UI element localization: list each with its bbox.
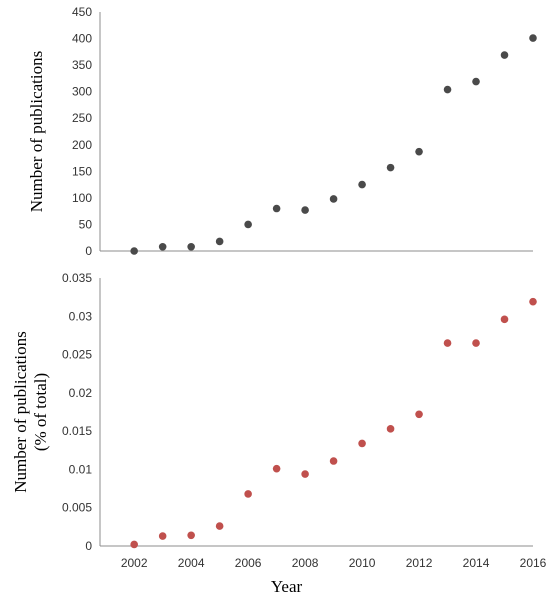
- top-data-point: [158, 242, 167, 251]
- top-data-point: [130, 247, 138, 255]
- bottom-scatter-chart: 0 0.005 0.01 0.015 0.02 0.025 0.03 0.035 2002 200…: [11, 271, 547, 596]
- top-data-point: [329, 195, 338, 203]
- bottom-y-axis-title: Number of publications(% of total): [11, 331, 50, 492]
- top-data-point: [244, 220, 252, 229]
- top-y-axis-title: Number of publications: [27, 51, 46, 212]
- bottom-x-tick-label: 2010: [349, 556, 376, 570]
- bottom-y-tick-label: 0.005: [62, 501, 92, 515]
- top-data-point: [443, 85, 452, 94]
- bottom-x-tick-label: 2004: [178, 556, 205, 570]
- bottom-x-tick-label: 2016: [520, 556, 547, 570]
- top-data-point: [301, 206, 309, 214]
- bottom-y-tick-label: 0.025: [62, 348, 92, 362]
- bottom-x-tick-label: 2006: [235, 556, 262, 570]
- bottom-data-point: [130, 540, 138, 549]
- bottom-x-tick-label: 2002: [121, 556, 148, 570]
- bottom-y-tick-label: 0.03: [69, 309, 93, 323]
- bottom-data-point: [158, 532, 167, 540]
- top-y-tick-label: 50: [79, 217, 93, 231]
- bottom-data-point: [358, 439, 366, 448]
- top-data-point: [472, 77, 480, 86]
- bottom-data-point: [301, 470, 309, 478]
- top-y-tick-label: 0: [85, 244, 92, 258]
- top-y-tick-label: 350: [72, 58, 92, 72]
- bottom-data-point: [500, 315, 509, 324]
- bottom-y-tick-label: 0.01: [69, 462, 93, 476]
- top-y-tick-label: 100: [72, 191, 92, 205]
- bottom-data-point: [415, 410, 423, 419]
- bottom-y-tick-label: 0: [85, 539, 92, 553]
- bottom-x-tick-label: 2014: [463, 556, 490, 570]
- bottom-data-point: [244, 490, 252, 498]
- top-data-point: [529, 34, 537, 42]
- top-data-point: [215, 237, 224, 246]
- bottom-x-axis-title: Year: [271, 577, 303, 596]
- top-scatter-chart: 0 50 100 150 200 250 300 350 400 450 Number of pub…: [27, 5, 537, 258]
- top-data-point: [500, 51, 509, 59]
- top-y-tick-label: 200: [72, 138, 92, 152]
- top-y-tick-label: 400: [72, 32, 92, 46]
- bottom-y-tick-label: 0.02: [69, 386, 93, 400]
- bottom-data-point: [329, 457, 338, 465]
- bottom-data-point: [443, 339, 452, 347]
- top-data-point: [358, 180, 366, 189]
- bottom-y-tick-label: 0.035: [62, 271, 92, 285]
- bottom-x-tick-label: 2008: [292, 556, 319, 570]
- top-data-point: [187, 242, 195, 251]
- bottom-data-point: [215, 522, 224, 530]
- top-y-tick-label: 450: [72, 5, 92, 19]
- bottom-y-tick-label: 0.015: [62, 424, 92, 438]
- top-y-tick-label: 300: [72, 85, 92, 99]
- bottom-data-point: [529, 297, 537, 306]
- top-y-tick-label: 150: [72, 164, 92, 178]
- bottom-data-point: [272, 464, 281, 473]
- top-data-point: [272, 204, 281, 213]
- top-data-point: [415, 147, 423, 156]
- bottom-data-point: [386, 425, 395, 433]
- bottom-x-tick-label: 2012: [406, 556, 433, 570]
- top-y-tick-label: 250: [72, 111, 92, 125]
- bottom-data-point: [187, 531, 195, 540]
- bottom-data-point: [472, 339, 480, 347]
- top-data-point: [386, 163, 395, 172]
